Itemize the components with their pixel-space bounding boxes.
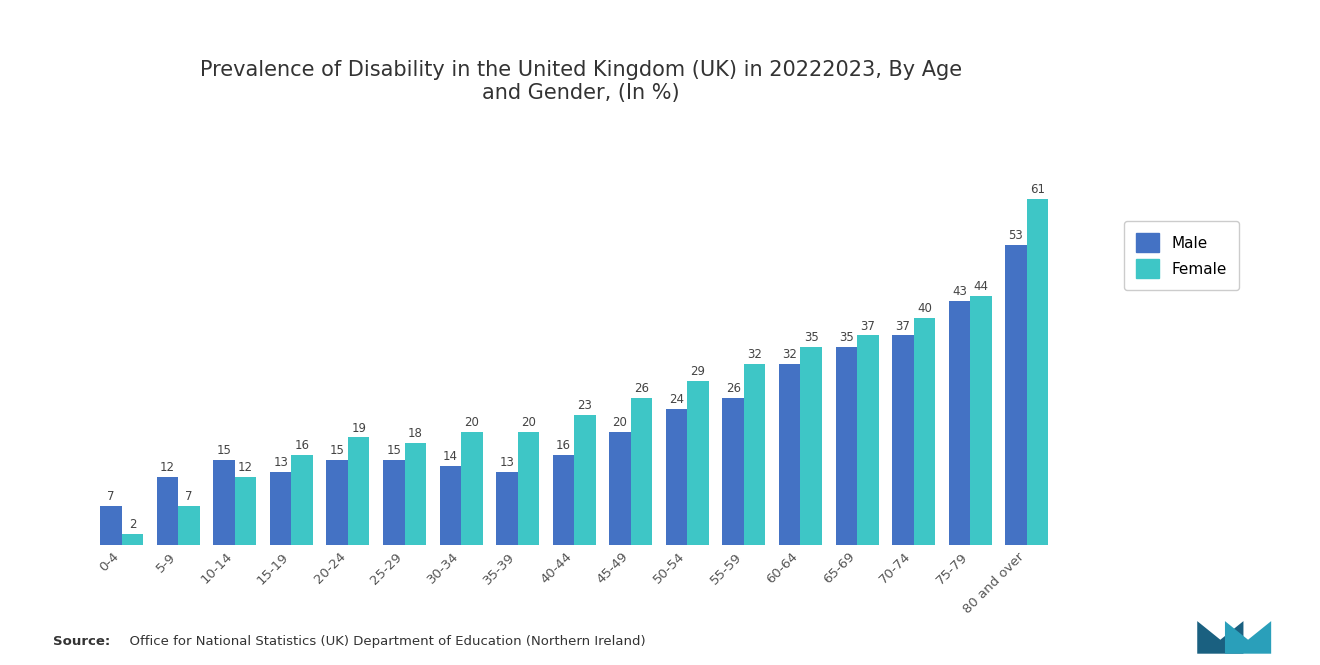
Bar (779, 364, 800, 545)
Polygon shape (1225, 621, 1271, 654)
Text: 20: 20 (465, 416, 479, 429)
Bar (610, 432, 631, 545)
Text: 2: 2 (128, 518, 136, 531)
Text: 16: 16 (294, 439, 310, 452)
Polygon shape (1197, 621, 1243, 654)
Bar (631, 398, 652, 545)
Text: 32: 32 (783, 348, 797, 361)
Bar (440, 466, 461, 545)
Bar (157, 477, 178, 545)
Bar (496, 471, 517, 545)
Bar (1006, 245, 1027, 545)
Bar (1027, 199, 1048, 545)
Text: 13: 13 (499, 456, 515, 469)
Text: 37: 37 (895, 319, 911, 332)
Text: 20: 20 (521, 416, 536, 429)
Bar (688, 381, 709, 545)
Bar (235, 477, 256, 545)
Text: 14: 14 (442, 450, 458, 463)
Bar (665, 409, 688, 545)
Bar (214, 460, 235, 545)
Text: 44: 44 (973, 280, 989, 293)
Bar (913, 319, 935, 545)
Bar (383, 460, 404, 545)
Text: 61: 61 (1030, 184, 1045, 196)
Text: 40: 40 (917, 303, 932, 315)
Text: 32: 32 (747, 348, 762, 361)
Text: 7: 7 (107, 489, 115, 503)
Text: 37: 37 (861, 319, 875, 332)
Text: 12: 12 (238, 462, 253, 474)
Text: 20: 20 (612, 416, 627, 429)
Bar (892, 335, 913, 545)
Text: 19: 19 (351, 422, 366, 435)
Text: 13: 13 (273, 456, 288, 469)
Bar (517, 432, 539, 545)
Text: 15: 15 (216, 444, 231, 458)
Bar (857, 335, 879, 545)
Legend: Male, Female: Male, Female (1125, 221, 1239, 291)
Bar (121, 534, 143, 545)
Text: 15: 15 (387, 444, 401, 458)
Bar (800, 346, 822, 545)
Bar (722, 398, 744, 545)
Bar (269, 471, 292, 545)
Text: 29: 29 (690, 365, 706, 378)
Text: 23: 23 (578, 399, 593, 412)
Bar (553, 454, 574, 545)
Text: Prevalence of Disability in the United Kingdom (UK) in 20222023, By Age
and Gend: Prevalence of Disability in the United K… (199, 60, 962, 103)
Bar (970, 296, 991, 545)
Bar (292, 454, 313, 545)
Text: 18: 18 (408, 428, 422, 440)
Text: 12: 12 (160, 462, 176, 474)
Text: 43: 43 (952, 285, 966, 299)
Text: 7: 7 (185, 489, 193, 503)
Bar (178, 505, 199, 545)
Text: 53: 53 (1008, 229, 1023, 241)
Text: 24: 24 (669, 393, 684, 406)
Bar (348, 438, 370, 545)
Bar (744, 364, 766, 545)
Bar (404, 443, 426, 545)
Text: 26: 26 (726, 382, 741, 395)
Text: 15: 15 (330, 444, 345, 458)
Bar (574, 415, 595, 545)
Text: Office for National Statistics (UK) Department of Education (Northern Ireland): Office for National Statistics (UK) Depa… (121, 635, 645, 648)
Text: 35: 35 (840, 331, 854, 344)
Bar (949, 301, 970, 545)
Bar (326, 460, 348, 545)
Text: 26: 26 (634, 382, 649, 395)
Bar (100, 505, 121, 545)
Bar (461, 432, 483, 545)
Bar (836, 346, 857, 545)
Text: 35: 35 (804, 331, 818, 344)
Text: 16: 16 (556, 439, 572, 452)
Text: Source:: Source: (53, 635, 110, 648)
